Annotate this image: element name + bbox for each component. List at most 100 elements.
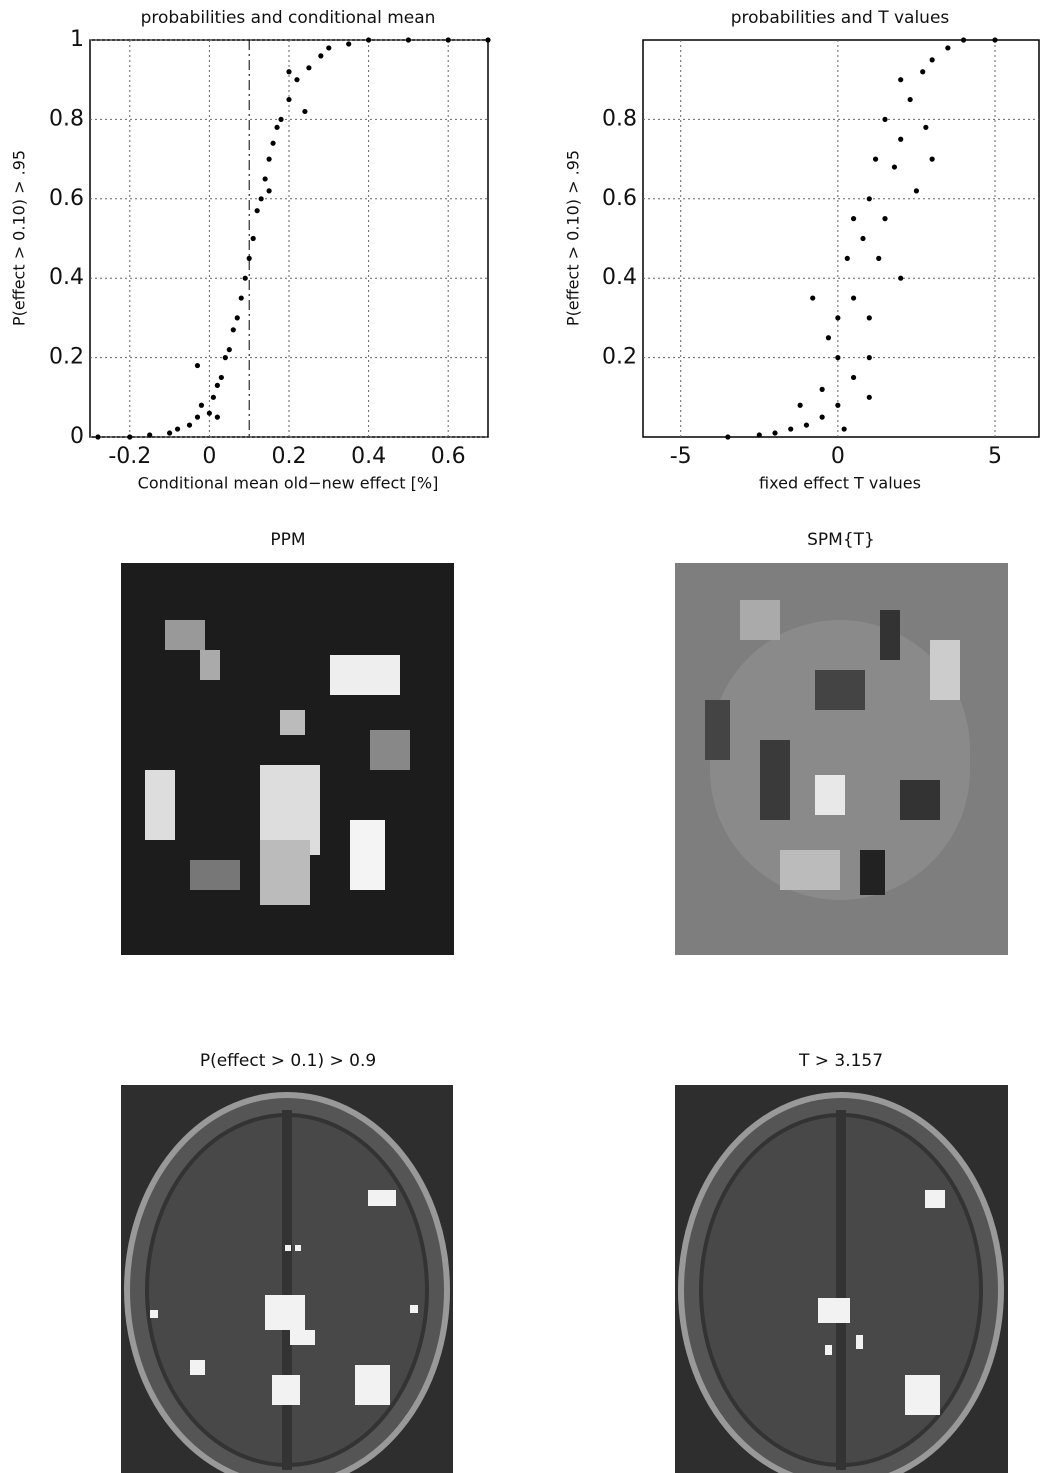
y-tick-label: 0.4 xyxy=(602,265,637,290)
point xyxy=(226,347,232,353)
point xyxy=(882,216,888,222)
point xyxy=(294,77,300,83)
x-tick-label: 5 xyxy=(988,444,1002,469)
point xyxy=(485,37,491,43)
y-tick-label: 0.2 xyxy=(49,345,84,370)
point xyxy=(850,216,857,222)
image-title: SPM{T} xyxy=(807,530,875,550)
point xyxy=(326,45,332,51)
point xyxy=(866,315,872,321)
point xyxy=(960,37,967,43)
point xyxy=(850,374,857,381)
point xyxy=(258,196,264,202)
x-tick-label: 0 xyxy=(831,444,845,469)
chart-title: probabilities and T values xyxy=(731,8,950,28)
chart-title: probabilities and conditional mean xyxy=(141,8,436,28)
point xyxy=(876,255,882,261)
x-axis-label: Conditional mean old−new effect [%] xyxy=(138,474,439,493)
image-title: T > 3.157 xyxy=(798,1051,883,1071)
point xyxy=(262,176,268,182)
point xyxy=(898,77,904,83)
point xyxy=(218,374,224,381)
point xyxy=(147,432,153,438)
point xyxy=(797,402,803,408)
image-title: P(effect > 0.1) > 0.9 xyxy=(200,1051,376,1071)
point xyxy=(194,362,201,369)
point xyxy=(198,402,205,408)
point xyxy=(835,402,841,408)
x-tick-label: 0.4 xyxy=(351,444,386,469)
threshold-ppm-image xyxy=(121,1085,453,1473)
point xyxy=(127,434,133,440)
point xyxy=(346,41,352,47)
point xyxy=(866,196,872,202)
point xyxy=(835,315,841,321)
point xyxy=(788,426,794,432)
y-tick-label: 0.6 xyxy=(602,186,637,211)
point xyxy=(266,156,272,162)
point xyxy=(898,136,904,142)
point xyxy=(242,275,248,281)
point xyxy=(891,164,898,170)
point xyxy=(366,37,372,43)
point xyxy=(898,275,904,281)
y-axis-label: P(effect > 0.10) > .95 xyxy=(564,150,583,326)
point xyxy=(920,69,926,75)
point xyxy=(405,37,411,43)
point xyxy=(210,394,216,400)
x-tick-label: 0.6 xyxy=(431,444,466,469)
point xyxy=(222,355,228,361)
point xyxy=(872,156,879,162)
point xyxy=(844,255,850,261)
point xyxy=(929,156,935,162)
y-tick-label: 1 xyxy=(70,27,84,52)
point xyxy=(913,188,920,194)
point xyxy=(318,53,324,59)
ppm-image xyxy=(121,563,454,955)
point xyxy=(860,235,866,242)
x-tick-label: -5 xyxy=(670,444,692,469)
y-tick-label: 0.8 xyxy=(49,106,84,131)
point xyxy=(929,57,935,63)
point xyxy=(274,124,280,130)
x-axis-label: fixed effect T values xyxy=(759,474,921,493)
point xyxy=(866,355,872,361)
point xyxy=(238,295,244,301)
y-tick-label: 0.4 xyxy=(49,265,84,290)
point xyxy=(945,45,951,51)
point xyxy=(810,295,816,301)
point xyxy=(230,327,236,333)
point xyxy=(923,124,929,130)
point xyxy=(194,414,201,420)
point xyxy=(866,394,872,400)
point xyxy=(302,108,308,115)
point xyxy=(445,37,451,43)
point xyxy=(286,69,292,75)
point xyxy=(825,335,832,341)
point xyxy=(725,434,731,440)
y-tick-label: 0.2 xyxy=(602,345,637,370)
point xyxy=(803,422,810,428)
y-tick-label: 0 xyxy=(70,424,84,449)
x-tick-label: -0.2 xyxy=(108,444,151,469)
point xyxy=(266,188,272,194)
point xyxy=(234,315,240,321)
point xyxy=(850,295,857,301)
point xyxy=(882,116,888,122)
point xyxy=(167,430,173,436)
point xyxy=(174,426,181,432)
point xyxy=(246,255,252,261)
threshold-spm-image xyxy=(675,1085,1008,1473)
point xyxy=(186,422,193,428)
point xyxy=(206,410,212,416)
point xyxy=(254,208,260,214)
point xyxy=(286,96,292,103)
x-tick-label: 0.2 xyxy=(272,444,307,469)
image-title: PPM xyxy=(270,530,305,550)
y-tick-label: 0.6 xyxy=(49,186,84,211)
point xyxy=(992,37,998,43)
point xyxy=(819,414,825,420)
point xyxy=(95,434,101,440)
point xyxy=(835,355,841,361)
